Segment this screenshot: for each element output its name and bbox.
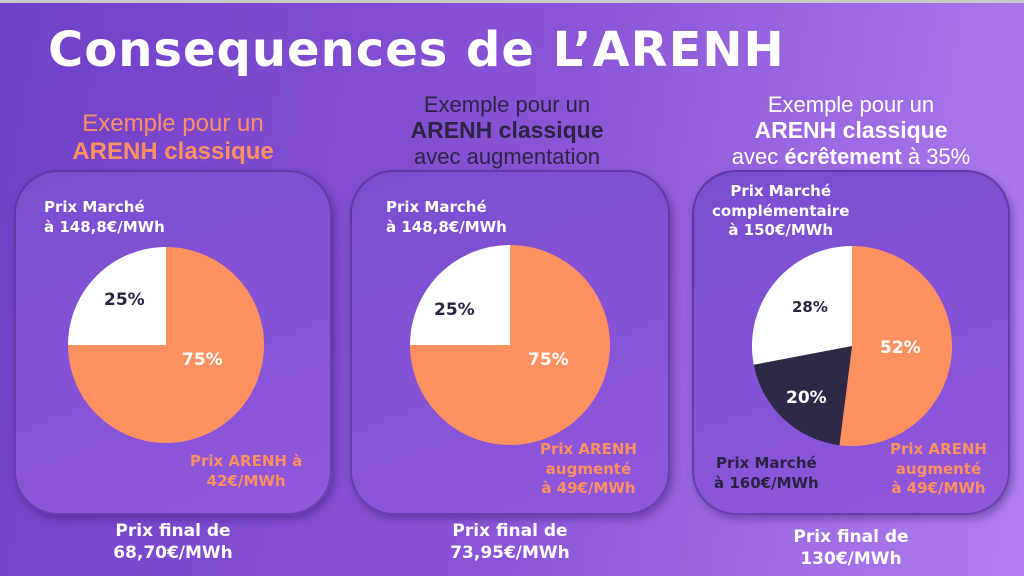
- panel3-label-arenh-l1: Prix ARENH: [890, 440, 987, 458]
- panel3-pie-chart: [752, 246, 953, 446]
- panel1-label-market: Prix Marché à 148,8€/MWh: [44, 198, 165, 237]
- panel3-label-arenh: Prix ARENH augmenté à 49€/MWh: [890, 440, 987, 499]
- panel2-label-market-l2: à 148,8€/MWh: [386, 217, 507, 236]
- panel1-pie-chart: [68, 247, 264, 443]
- panel2-pct-market: 25%: [434, 300, 475, 320]
- panel3-heading-pct: à 35%: [901, 143, 971, 169]
- panel3-pct-arenh: 52%: [880, 338, 921, 358]
- panel2-heading: Exemple pour un ARENH classique avec aug…: [352, 92, 662, 169]
- panel1-label-arenh-l2: 42€/MWh: [206, 471, 286, 490]
- panel3-label-arenh-l3: à 49€/MWh: [891, 479, 986, 497]
- panel2-label-arenh-l1: Prix ARENH: [540, 440, 637, 458]
- panel1-heading: Exemple pour un ARENH classique: [18, 110, 328, 165]
- panel3-label-arenh-l2: augmenté: [895, 459, 982, 478]
- panel3-heading: Exemple pour un ARENH classique avec écr…: [686, 92, 1016, 169]
- panel3-label-market-comp-l3: à 150€/MWh: [728, 221, 834, 239]
- panel2-pie-chart: [410, 245, 610, 445]
- panel3-label-market-l2: à 160€/MWh: [714, 473, 819, 492]
- panel2-label-market: Prix Marché à 148,8€/MWh: [386, 198, 507, 237]
- panel3-label-market-l1: Prix Marché: [716, 454, 817, 472]
- panel1-heading-line1: Exemple pour un: [82, 110, 264, 137]
- top-border: [0, 0, 1024, 3]
- panel1-label-market-l1: Prix Marché: [44, 198, 145, 216]
- panel3-slice-market: [753, 346, 852, 446]
- panel3-label-market-comp: Prix Marché complémentaire à 150€/MWh: [712, 182, 849, 241]
- panel3-pct-market: 20%: [786, 388, 827, 408]
- panel3-heading-line3: avec écrêtement à 35%: [686, 144, 1016, 169]
- panel1-final-price: Prix final de 68,70€/MWh: [14, 520, 332, 564]
- panel3-label-market: Prix Marché à 160€/MWh: [714, 454, 819, 493]
- panel1-final-l1: Prix final de: [115, 521, 231, 541]
- panel2-label-market-l1: Prix Marché: [386, 198, 487, 216]
- panel3-label-market-comp-l2: complémentaire: [712, 201, 850, 220]
- panel2-heading-line1: Exemple pour un: [423, 92, 591, 117]
- panel1-label-arenh: Prix ARENH à 42€/MWh: [190, 452, 302, 491]
- panel1-final-l2: 68,70€/MWh: [113, 543, 233, 564]
- panel2-heading-line2: ARENH classique: [410, 117, 604, 144]
- panel1-card: Prix Marché à 148,8€/MWh 25% 75% Prix AR…: [14, 170, 332, 515]
- panel3-slice-market-comp: [752, 246, 852, 365]
- panel1-pct-arenh: 75%: [182, 350, 223, 370]
- panel2-label-arenh-l2: augmenté: [545, 459, 632, 478]
- panel1-label-market-l2: à 148,8€/MWh: [44, 217, 165, 236]
- panel3-final-l2: 130€/MWh: [800, 549, 902, 570]
- panel3-label-market-comp-l1: Prix Marché: [730, 182, 831, 200]
- panel3-heading-line2: ARENH classique: [754, 117, 948, 144]
- panel2-label-arenh-l3: à 49€/MWh: [541, 479, 636, 497]
- panel3-final-price: Prix final de 130€/MWh: [692, 526, 1010, 570]
- panel2-card: Prix Marché à 148,8€/MWh 25% 75% Prix AR…: [350, 170, 670, 515]
- panel2-heading-line3: avec augmentation: [414, 143, 600, 169]
- panel2-pct-arenh: 75%: [528, 350, 569, 370]
- panel2-final-l2: 73,95€/MWh: [450, 543, 570, 564]
- page-title: Consequences de L’ARENH: [48, 22, 785, 78]
- panel1-pct-market: 25%: [104, 290, 145, 310]
- panel1-slice-market: [68, 247, 166, 345]
- panel3-slice-arenh: [839, 246, 953, 446]
- panel2-final-l1: Prix final de: [452, 521, 568, 541]
- panel1-label-arenh-l1: Prix ARENH à: [190, 452, 303, 470]
- panel3-heading-line1: Exemple pour un: [767, 92, 935, 117]
- panel2-final-price: Prix final de 73,95€/MWh: [350, 520, 670, 564]
- panel3-final-l1: Prix final de: [793, 527, 909, 547]
- panel3-heading-avec: avec: [731, 143, 785, 169]
- panel2-label-arenh: Prix ARENH augmenté à 49€/MWh: [540, 440, 637, 499]
- panel3-heading-ecretement: écrêtement: [784, 143, 902, 169]
- panel2-slice-market: [410, 245, 510, 345]
- panel1-heading-line2: ARENH classique: [72, 137, 274, 165]
- panel3-card: Prix Marché complémentaire à 150€/MWh 28…: [692, 170, 1010, 515]
- panel3-pct-market-comp: 28%: [792, 298, 828, 316]
